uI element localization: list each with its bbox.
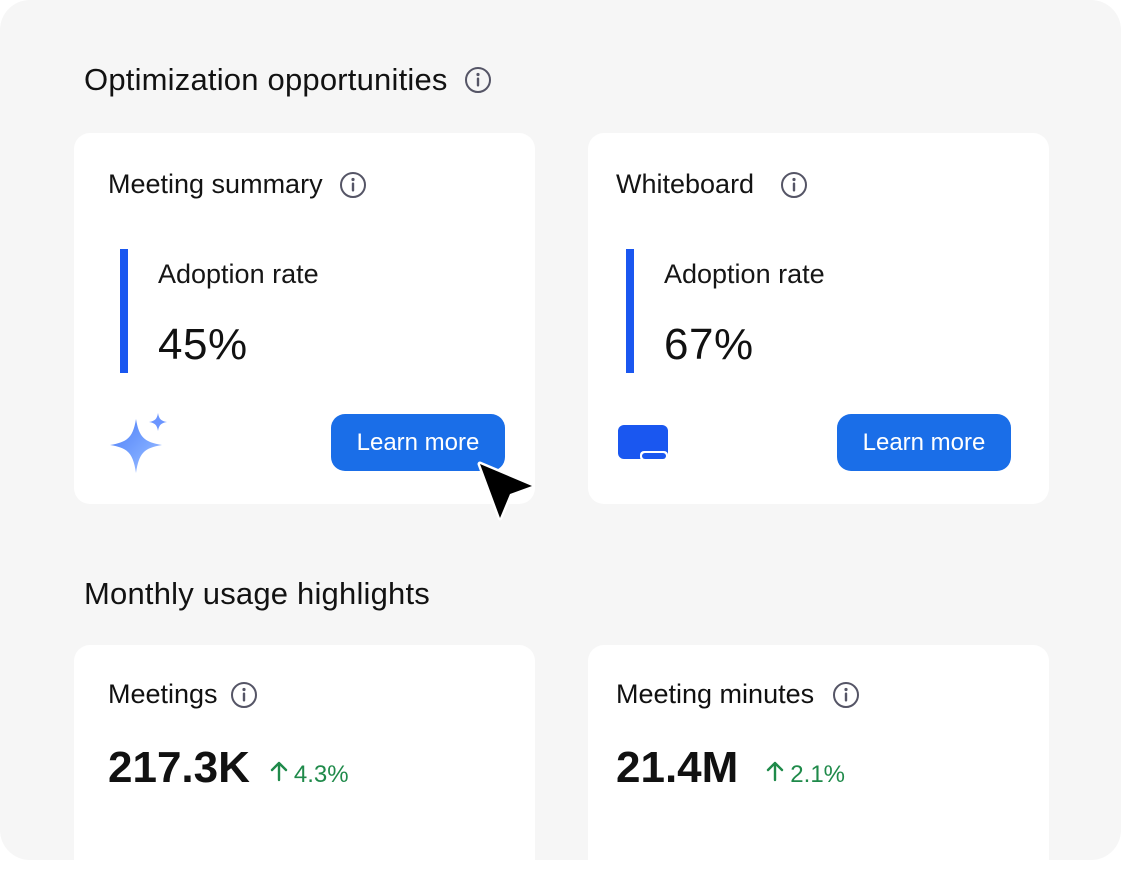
info-icon[interactable] — [780, 171, 808, 199]
adoption-metric: Adoption rate 45% — [120, 249, 319, 373]
arrow-up-icon — [766, 760, 784, 789]
metric-label: Adoption rate — [664, 259, 825, 289]
card-header: Meetings — [108, 679, 258, 710]
card-header: Meeting minutes — [616, 679, 860, 710]
arrow-up-icon — [270, 760, 288, 789]
section-title: Optimization opportunities — [84, 62, 448, 97]
trend-delta: 4.3% — [270, 760, 349, 789]
trend-delta: 2.1% — [766, 760, 845, 789]
card-title: Whiteboard — [616, 169, 755, 199]
card-title: Meeting minutes — [616, 679, 815, 709]
metric-value: 67% — [664, 320, 754, 369]
mouse-pointer-icon — [474, 460, 538, 531]
sparkle-icon — [106, 411, 172, 482]
whiteboard-card: Whiteboard Adoption rate 67% Learn more — [588, 133, 1049, 504]
meetings-card: Meetings 217.3K 4.3% — [74, 645, 535, 875]
card-title: Meetings — [108, 679, 218, 709]
meeting-minutes-card: Meeting minutes 21.4M 2.1% — [588, 645, 1049, 875]
delta-value: 2.1% — [790, 760, 845, 788]
usage-value: 217.3K — [108, 743, 250, 792]
delta-value: 4.3% — [293, 760, 349, 788]
adoption-metric: Adoption rate 67% — [626, 249, 825, 373]
section-title: Monthly usage highlights — [84, 576, 431, 611]
usage-value-row: 217.3K 4.3% — [108, 743, 349, 793]
info-icon[interactable] — [230, 681, 258, 709]
usage-section-header: Monthly usage highlights — [84, 576, 430, 612]
card-title: Meeting summary — [108, 169, 323, 199]
learn-more-button[interactable]: Learn more — [837, 414, 1011, 471]
info-icon[interactable] — [832, 681, 860, 709]
learn-more-button[interactable]: Learn more — [331, 414, 505, 471]
metric-label: Adoption rate — [158, 259, 319, 289]
optimization-section-header: Optimization opportunities — [84, 62, 492, 98]
card-header: Meeting summary — [108, 169, 367, 200]
info-icon[interactable] — [464, 66, 492, 94]
whiteboard-icon — [616, 423, 670, 470]
meeting-summary-card: Meeting summary Adoption rate 45% — [74, 133, 535, 504]
metric-value: 45% — [158, 320, 248, 369]
usage-value-row: 21.4M 2.1% — [616, 743, 845, 793]
info-icon[interactable] — [339, 171, 367, 199]
usage-value: 21.4M — [616, 743, 739, 792]
card-header: Whiteboard — [616, 169, 808, 200]
